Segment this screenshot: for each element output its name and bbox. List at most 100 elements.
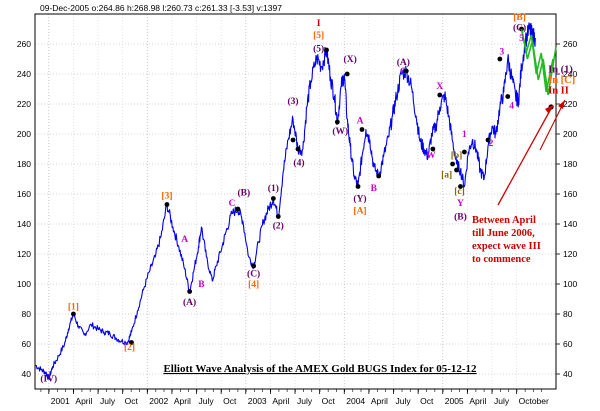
pivot-dot <box>275 214 281 219</box>
wave-label: (4) <box>293 158 304 169</box>
x-tick-label: 2005 <box>445 396 464 406</box>
forecast-path <box>520 28 554 93</box>
forecast-label: In (1) <box>548 65 573 76</box>
wave-label: B <box>371 184 378 194</box>
wave-label: [5] <box>313 31 324 41</box>
pivot-dot <box>71 311 76 317</box>
x-tick-label: July <box>395 396 411 406</box>
pivot-dot <box>251 263 257 269</box>
wave-label: [B] <box>513 13 526 23</box>
x-tick-label: April <box>371 396 388 406</box>
y-axis-right: 40 60 80 100 120 140 160 180 200 220 240 260 <box>556 39 577 379</box>
x-tick-label: October <box>519 396 549 406</box>
pivot-dot <box>235 206 241 212</box>
x-tick-label: July <box>199 396 215 406</box>
annotation-line: till June 2006, <box>472 228 535 239</box>
pivot-dot <box>376 173 382 179</box>
forecast-label: In II <box>548 86 569 97</box>
wave-label: (Y) <box>353 194 366 205</box>
x-axis: 2001 April July Oct 2002 April July Oct 2003 Apri… <box>40 389 549 406</box>
y-tick-label-right: 60 <box>563 339 573 349</box>
wave-label: (IV) <box>40 374 57 385</box>
wave-label: A <box>357 117 364 127</box>
wave-label: [1] <box>68 303 79 313</box>
x-tick-label: April <box>75 396 92 406</box>
y-tick-label: 220 <box>17 99 31 109</box>
wave-label: Y <box>457 199 464 209</box>
plot-border <box>34 13 557 390</box>
pivot-dot <box>462 149 467 155</box>
header-readout: 09-Dec-2005 o:264.86 h:268.98 l:260.73 c… <box>40 3 282 13</box>
y-tick-label: 80 <box>22 309 32 319</box>
wave-label: (B) <box>454 212 467 223</box>
pivot-dot <box>485 137 491 143</box>
y-tick-label-right: 200 <box>563 129 577 139</box>
pivot-dot <box>324 47 329 53</box>
wave-labels: (IV)[1][2][3]A(A)BC(B)(C)[4](1)(2)(3)(4)… <box>40 13 575 385</box>
x-tick-label: April <box>272 396 289 406</box>
wave-label: 4 <box>509 102 514 112</box>
wave-label: (B) <box>237 188 250 199</box>
pivot-dot <box>187 289 193 294</box>
annotation-line: expect wave III <box>472 241 541 252</box>
x-tick-label: 2004 <box>346 396 365 406</box>
pivot-dot <box>359 127 365 132</box>
x-tick-label: Oct <box>420 396 434 406</box>
pivot-dot <box>458 184 463 189</box>
wave-label: 5 <box>519 34 524 44</box>
x-tick-label: April <box>469 396 486 406</box>
chart-title: Elliott Wave Analysis of the AMEX Gold B… <box>163 363 477 375</box>
wave-label: (3) <box>287 96 298 107</box>
y-tick-label: 40 <box>22 369 32 379</box>
wave-label: X <box>436 82 443 92</box>
y-tick-label-right: 260 <box>563 39 577 49</box>
pivot-dot <box>334 119 340 125</box>
wave-label: C <box>400 67 407 77</box>
wave-label: [A] <box>353 207 366 217</box>
plot-frame <box>34 13 557 390</box>
y-tick-label: 60 <box>22 339 32 349</box>
pivot-dot <box>129 340 134 345</box>
wave-label: (W) <box>332 126 348 137</box>
wave-label: (C) <box>247 269 260 280</box>
pivot-dot <box>497 56 503 62</box>
y-tick-label-right: 220 <box>563 99 577 109</box>
y-tick-label: 180 <box>17 159 31 169</box>
y-tick-label: 140 <box>17 219 31 229</box>
x-tick-label: July <box>494 396 510 406</box>
y-tick-label: 200 <box>17 129 31 139</box>
x-tick-label: Oct <box>322 396 336 406</box>
wave-label: (2) <box>273 221 284 232</box>
pivot-dot <box>403 68 409 74</box>
wave-label: (X) <box>344 54 357 65</box>
y-tick-label-right: 120 <box>563 249 577 259</box>
series-layer <box>34 22 536 380</box>
annotation-arrowhead <box>545 105 553 113</box>
y-tick-label: 100 <box>17 279 31 289</box>
y-tick-label: 120 <box>17 249 31 259</box>
price-series-line <box>34 22 536 380</box>
annotation-arrow <box>539 99 566 151</box>
y-tick-label: 260 <box>17 39 31 49</box>
x-tick-label: July <box>100 396 116 406</box>
x-tick-label: 2002 <box>149 396 168 406</box>
pivot-dot <box>450 161 455 167</box>
forecast-label: In [C] <box>548 75 575 86</box>
wave-label: (A) <box>397 57 410 68</box>
annotation-line: Between April <box>472 215 536 226</box>
wave-label: W <box>426 151 436 161</box>
wave-label: [c] <box>454 187 465 197</box>
annotation-layer: Between April till June 2006, expect wave … <box>472 99 566 265</box>
wave-label: (1) <box>268 183 279 194</box>
x-tick-label: 2001 <box>51 396 70 406</box>
pivot-dot <box>164 202 170 207</box>
wave-label: [3] <box>161 192 172 202</box>
x-tick-label: Oct <box>125 396 139 406</box>
wave-label: (5) <box>313 44 324 55</box>
y-tick-label-right: 180 <box>563 159 577 169</box>
pivot-dot <box>437 92 443 98</box>
wave-label: [b] <box>451 151 463 161</box>
wave-label: I <box>317 19 321 29</box>
